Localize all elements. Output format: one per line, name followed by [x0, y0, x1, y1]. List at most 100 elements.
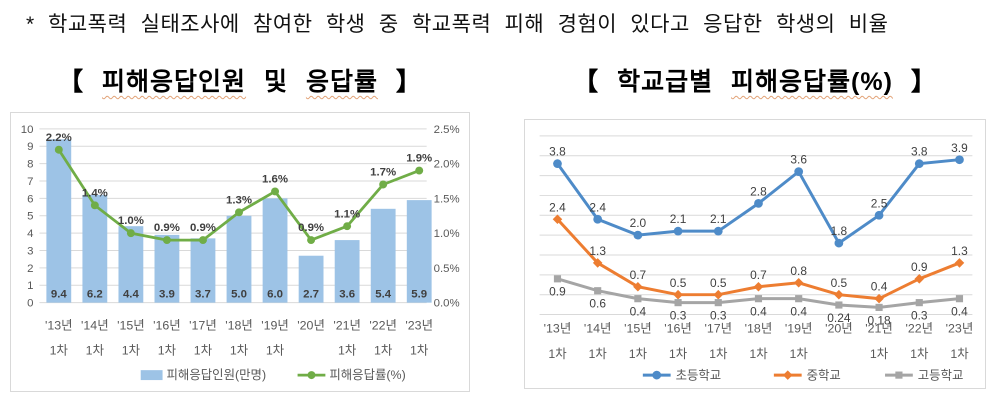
- bar: [226, 215, 252, 303]
- x-tick-label-year: '20년: [297, 318, 325, 332]
- series-point: [714, 299, 722, 307]
- x-tick-label-year: '19년: [261, 318, 289, 332]
- x-tick-label-year: '21년: [333, 318, 361, 332]
- series-value-label: 2.4: [549, 200, 566, 214]
- series-value-label: 0.4: [630, 305, 647, 319]
- primary-y-tick-label: 5: [27, 211, 33, 223]
- x-tick-label-year: '17년: [189, 318, 217, 332]
- bar: [190, 238, 216, 303]
- legend-marker: [652, 370, 662, 380]
- x-tick-label-round: 1차: [548, 347, 567, 361]
- series-point: [552, 214, 563, 225]
- rate-point: [126, 229, 135, 238]
- rate-value-label: 2.2%: [46, 132, 72, 144]
- bar-value-label: 3.7: [195, 289, 211, 301]
- legend-series-label: 고등학교: [918, 369, 964, 383]
- x-tick-label-year: '13년: [544, 321, 572, 335]
- rate-point: [90, 201, 99, 210]
- left-title-connector: 및: [246, 68, 306, 96]
- series-value-label: 3.9: [951, 141, 968, 155]
- right-title-open-bracket: 【: [573, 68, 618, 96]
- series-point: [754, 199, 763, 208]
- primary-y-tick-label: 9: [27, 141, 33, 153]
- series-point: [634, 295, 642, 303]
- bar-value-label: 5.9: [411, 289, 427, 301]
- secondary-y-tick-label: 2.5%: [434, 124, 460, 136]
- series-value-label: 0.5: [670, 276, 687, 290]
- series-value-label: 2.5: [871, 196, 888, 210]
- series-point: [754, 295, 763, 303]
- series-point: [955, 155, 964, 165]
- x-tick-label-round: 1차: [709, 347, 728, 361]
- x-tick-label-round: 1차: [50, 343, 69, 357]
- bar-value-label: 3.6: [339, 289, 355, 301]
- bar: [154, 234, 180, 303]
- left-title-term-1: 피해응답인원: [102, 68, 247, 96]
- rate-point: [271, 187, 280, 196]
- x-tick-label-round: 1차: [230, 343, 249, 357]
- rate-value-label: 1.9%: [406, 153, 432, 165]
- bar: [298, 255, 324, 303]
- legend-bar-swatch: [140, 370, 163, 381]
- series-value-label: 0.4: [951, 305, 968, 319]
- x-tick-label-year: '17년: [704, 321, 732, 335]
- school-level-rate-chart-panel: 3.8 2.4 2.0 2.1 2.1 2.8 3.6 1.8 2.5 3.8 3.9 2.4 1.3 0…: [524, 119, 986, 389]
- rate-point: [415, 166, 424, 175]
- series-point: [553, 159, 562, 169]
- series-value-label: 0.9: [911, 260, 928, 274]
- rate-value-label: 1.7%: [370, 167, 396, 179]
- series-value-label: 0.3: [670, 309, 687, 323]
- series-point: [835, 301, 843, 309]
- legend-marker: [895, 371, 903, 379]
- x-tick-label-year: '13년: [45, 318, 73, 332]
- school-level-rate-chart: 3.8 2.4 2.0 2.1 2.1 2.8 3.6 1.8 2.5 3.8 3.9 2.4 1.3 0…: [539, 135, 973, 383]
- bar: [118, 226, 144, 303]
- x-tick-label-round: 1차: [669, 347, 688, 361]
- series-point: [955, 295, 964, 303]
- legend-bar-label: 피해응답인원(만명): [167, 368, 267, 382]
- x-tick-label-round: 1차: [338, 343, 357, 357]
- x-tick-label-year: '20년: [825, 321, 853, 335]
- series-point: [834, 289, 844, 300]
- series-value-label: 2.4: [589, 200, 606, 214]
- rate-value-label: 1.1%: [334, 208, 360, 220]
- primary-y-tick-label: 3: [27, 245, 33, 257]
- legend-marker: [782, 370, 793, 380]
- bar: [46, 139, 72, 303]
- series-point: [753, 281, 764, 292]
- x-tick-label-round: 1차: [910, 347, 929, 361]
- x-tick-label-year: '21년: [865, 321, 893, 335]
- series-point: [553, 275, 562, 283]
- series-value-label: 3.8: [911, 145, 928, 159]
- bar-value-label: 2.7: [303, 289, 319, 301]
- primary-y-tick-label: 8: [27, 159, 33, 171]
- rate-point: [343, 222, 352, 231]
- legend-line-label: 피해응답률(%): [329, 368, 405, 382]
- right-title-term-1: 학교급별: [617, 68, 732, 96]
- series-value-label: 0.6: [589, 297, 606, 311]
- series-point: [594, 287, 602, 295]
- x-tick-label-round: 1차: [194, 343, 213, 357]
- bar-value-label: 9.4: [51, 289, 68, 301]
- rate-point: [162, 236, 171, 245]
- series-value-label: 1.3: [951, 244, 968, 258]
- x-tick-label-year: '22년: [905, 321, 933, 335]
- rate-value-label: 0.9%: [154, 222, 180, 234]
- series-value-label: 0.9: [549, 285, 566, 299]
- rate-value-label: 1.3%: [226, 194, 252, 206]
- x-tick-label-round: 1차: [86, 343, 105, 357]
- x-tick-label-round: 1차: [950, 347, 969, 361]
- series-value-label: 0.8: [790, 264, 807, 278]
- x-tick-label-round: 1차: [629, 347, 648, 361]
- series-point: [793, 278, 804, 288]
- x-tick-label-round: 1차: [266, 343, 285, 357]
- left-title-close-bracket: 】: [377, 68, 422, 96]
- x-tick-label-year: '15년: [624, 321, 652, 335]
- series-value-label: 0.7: [630, 268, 647, 282]
- rate-value-label: 0.9%: [298, 222, 324, 234]
- series-point: [795, 295, 803, 303]
- rate-value-label: 1.6%: [262, 174, 288, 186]
- bar: [262, 198, 288, 303]
- series-value-label: 0.18: [867, 313, 891, 327]
- rate-point: [379, 180, 388, 189]
